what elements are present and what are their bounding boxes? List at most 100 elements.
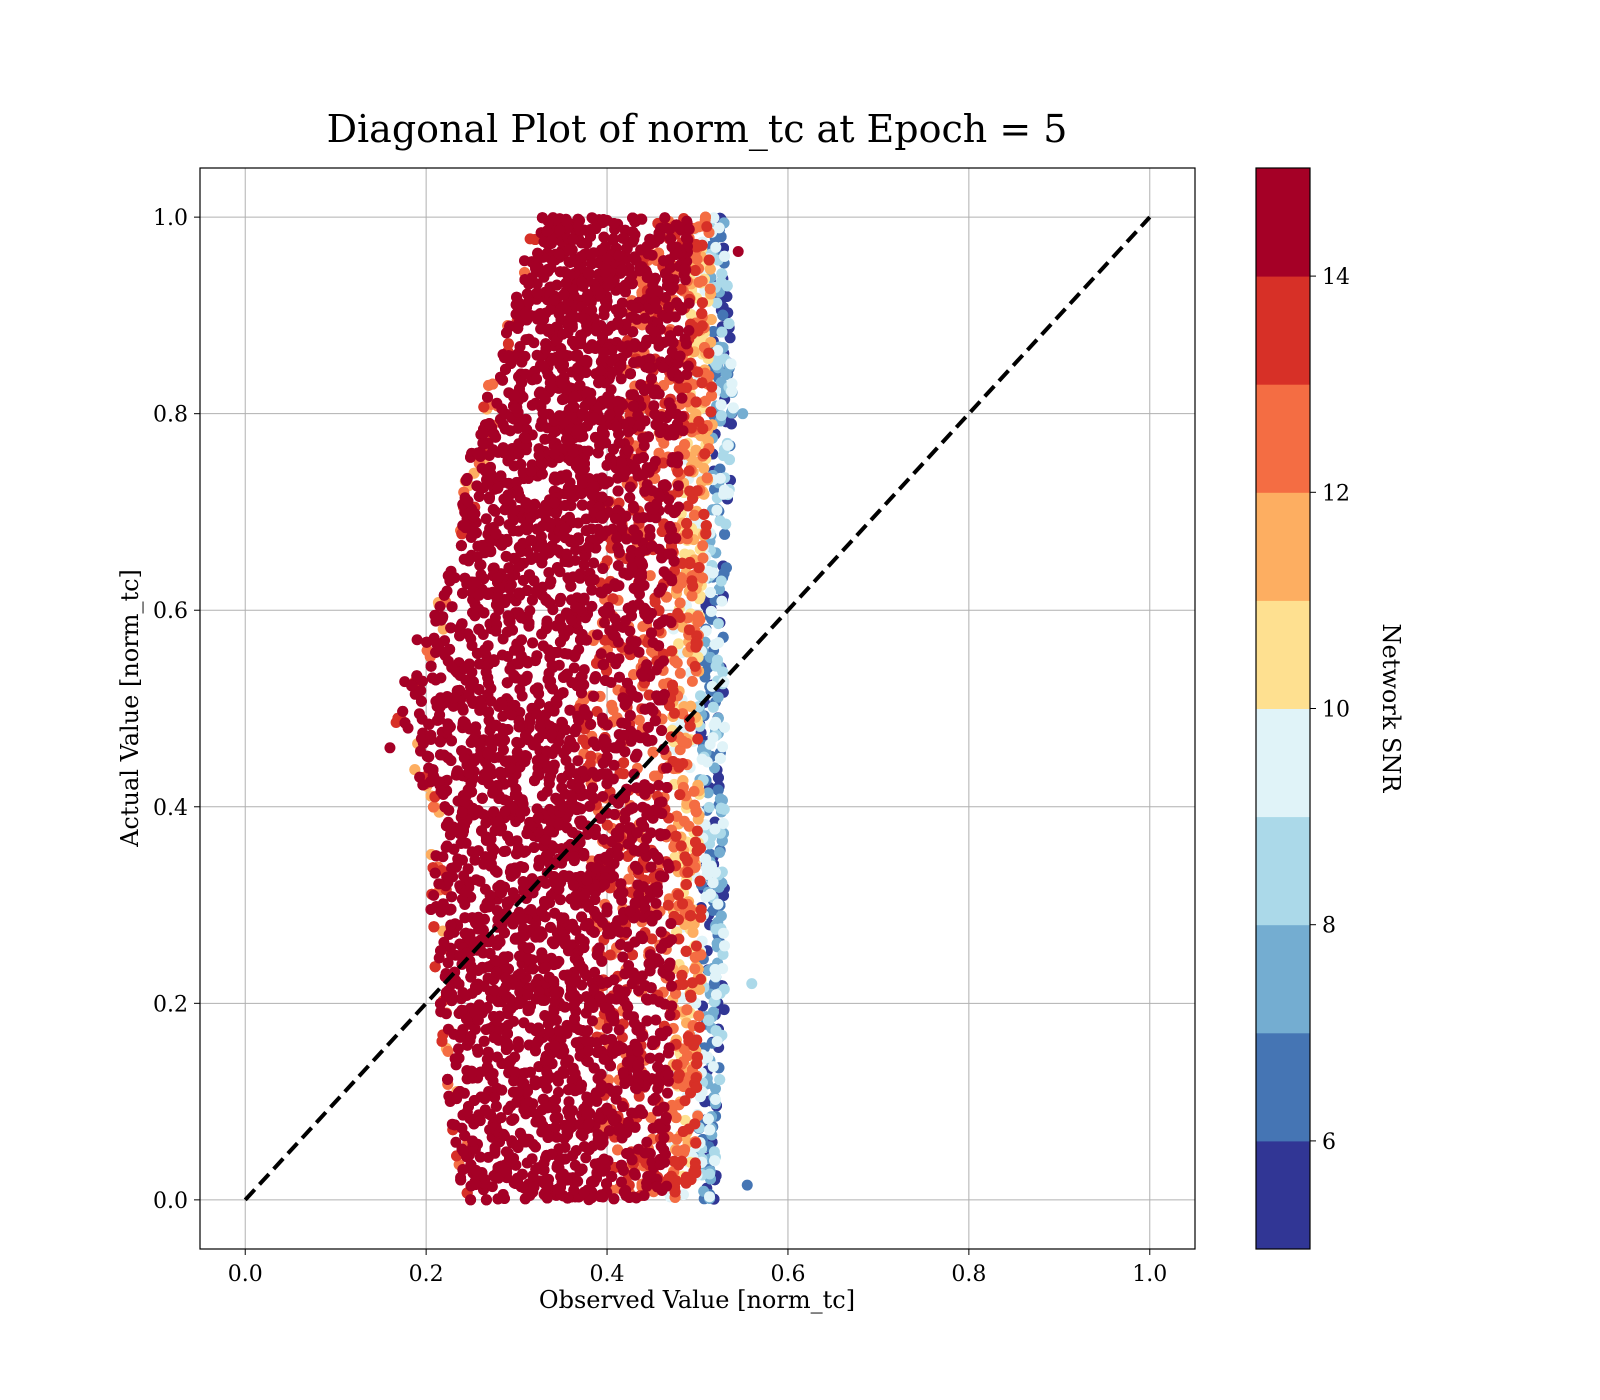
data-point — [705, 406, 717, 418]
data-point — [697, 540, 709, 552]
data-point — [704, 1191, 715, 1203]
data-point — [694, 1021, 706, 1033]
data-point — [693, 1010, 705, 1022]
scatter-points — [384, 211, 758, 1206]
data-point — [679, 439, 691, 450]
data-point — [709, 639, 721, 650]
data-point — [703, 801, 715, 813]
data-point — [697, 552, 709, 564]
data-point — [711, 359, 722, 371]
data-point — [716, 595, 728, 607]
data-point — [690, 805, 702, 817]
data-point — [585, 750, 597, 762]
data-point — [716, 326, 728, 338]
data-point — [705, 587, 716, 598]
data-point — [692, 733, 704, 745]
data-point — [714, 793, 726, 805]
data-point — [674, 667, 686, 679]
data-point — [711, 297, 723, 309]
data-point — [677, 735, 689, 747]
data-point — [710, 1025, 722, 1037]
chart-title: Diagonal Plot of norm_tc at Epoch = 5 — [327, 107, 1068, 152]
data-point — [695, 690, 706, 702]
data-point — [446, 735, 457, 747]
data-point — [687, 580, 699, 592]
data-point — [446, 601, 458, 613]
data-point — [536, 790, 548, 802]
data-point — [667, 679, 678, 691]
data-point — [641, 1136, 653, 1148]
data-point — [679, 1114, 691, 1126]
data-point — [524, 233, 536, 245]
data-point — [724, 454, 735, 466]
data-point — [700, 520, 712, 532]
data-point — [711, 1036, 723, 1047]
data-point — [709, 1155, 721, 1167]
data-point — [676, 969, 688, 981]
data-point — [714, 847, 726, 858]
data-point — [672, 889, 684, 901]
data-point — [705, 605, 717, 617]
data-point — [572, 755, 584, 767]
data-point — [679, 851, 691, 863]
data-point — [428, 921, 440, 933]
data-point — [695, 904, 707, 916]
data-point — [702, 1113, 714, 1125]
data-point — [435, 749, 446, 761]
data-point — [694, 875, 706, 887]
data-point — [682, 1031, 694, 1043]
data-point — [671, 1059, 683, 1071]
data-point — [683, 1123, 695, 1135]
data-point — [717, 963, 729, 975]
data-point — [624, 492, 636, 504]
data-point — [588, 690, 600, 702]
data-point — [673, 638, 685, 650]
data-point — [710, 1083, 721, 1095]
data-point — [585, 575, 597, 587]
data-point — [693, 276, 705, 288]
data-point — [696, 377, 708, 389]
data-point — [624, 481, 636, 493]
data-point — [683, 465, 695, 477]
data-point — [685, 1174, 697, 1186]
data-point — [704, 738, 716, 750]
data-point — [690, 396, 702, 408]
data-point — [703, 347, 715, 359]
data-point — [681, 1004, 693, 1016]
data-point — [645, 982, 657, 994]
data-point — [704, 283, 716, 295]
data-point — [646, 373, 657, 385]
data-point — [718, 484, 730, 496]
data-point — [717, 741, 728, 753]
data-point — [722, 439, 734, 451]
data-point — [712, 654, 723, 666]
data-point — [397, 705, 409, 717]
data-point — [715, 802, 727, 814]
data-point — [709, 823, 721, 835]
data-point — [710, 241, 722, 253]
data-point — [718, 1004, 730, 1016]
data-point — [689, 265, 701, 276]
data-point — [425, 660, 437, 672]
data-point — [564, 704, 576, 716]
data-point — [668, 1155, 680, 1167]
data-point — [686, 977, 698, 989]
data-point — [714, 1074, 726, 1086]
data-point — [666, 645, 678, 657]
data-point — [715, 910, 727, 922]
data-point — [560, 754, 572, 766]
data-point — [698, 508, 710, 520]
data-point — [686, 675, 698, 687]
data-point — [705, 831, 717, 843]
data-point — [680, 945, 692, 957]
data-point — [717, 948, 729, 960]
data-point — [727, 402, 739, 414]
data-point — [439, 801, 451, 813]
data-point — [691, 1058, 703, 1070]
data-point — [674, 597, 686, 609]
data-point — [687, 926, 699, 938]
data-point — [690, 940, 702, 952]
data-point — [592, 629, 603, 641]
data-point — [719, 250, 730, 262]
data-point — [670, 1112, 682, 1124]
